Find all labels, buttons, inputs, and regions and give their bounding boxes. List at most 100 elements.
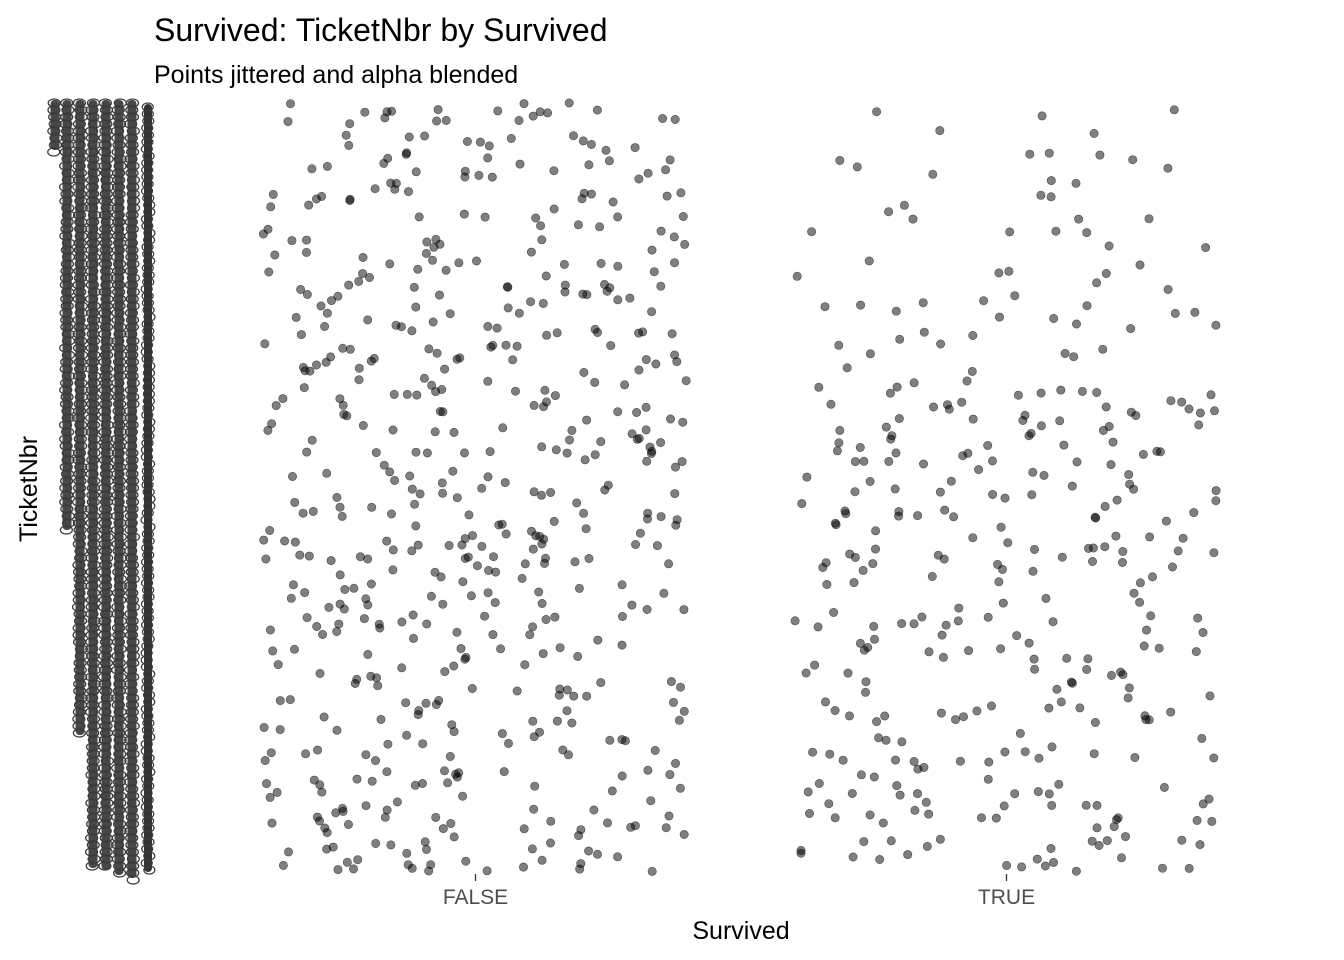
data-point	[1075, 703, 1085, 713]
y-tick-smear-glyph	[141, 109, 154, 119]
y-tick-smear-glyph	[87, 350, 101, 360]
data-point	[814, 778, 824, 788]
y-tick-smear-glyph	[85, 707, 99, 717]
data-point	[1090, 717, 1100, 727]
data-point	[579, 508, 589, 518]
y-tick-smear-glyph	[98, 357, 112, 367]
data-point	[405, 471, 415, 481]
y-tick-smear-glyph	[100, 182, 115, 192]
data-point	[1141, 715, 1151, 725]
data-point	[908, 214, 918, 224]
data-point	[918, 459, 928, 469]
y-tick-smear-glyph	[98, 329, 112, 339]
data-point	[1062, 653, 1072, 663]
data-point	[880, 711, 890, 721]
y-tick-smear-glyph	[72, 714, 86, 724]
data-point	[462, 137, 472, 147]
y-tick-smear-glyph	[99, 581, 113, 591]
data-point	[1087, 836, 1097, 846]
y-tick-smear-glyph	[99, 238, 113, 248]
y-tick-smear-glyph	[113, 161, 127, 171]
data-point	[317, 191, 327, 201]
data-point	[897, 737, 907, 747]
y-tick-smear-glyph	[142, 823, 155, 833]
data-point	[480, 212, 490, 222]
data-point	[1161, 516, 1171, 526]
data-point	[308, 506, 318, 516]
data-point	[259, 722, 269, 732]
y-tick-smear-glyph	[125, 588, 139, 598]
data-point	[617, 580, 627, 590]
y-tick-smear-glyph	[86, 420, 101, 430]
y-tick-smear-glyph	[97, 406, 112, 416]
data-point	[512, 686, 522, 696]
data-point	[843, 668, 853, 678]
data-point	[897, 619, 907, 629]
y-tick-smear-glyph	[113, 553, 128, 563]
data-point	[1209, 753, 1219, 763]
y-tick-smear-glyph	[140, 662, 154, 672]
data-point	[555, 643, 565, 653]
data-point	[913, 764, 923, 774]
y-tick-smear-glyph	[124, 546, 138, 556]
data-point	[343, 819, 353, 829]
y-tick-smear-glyph	[113, 826, 127, 836]
y-tick-smear-glyph	[73, 238, 87, 248]
y-tick-smear-glyph	[125, 476, 140, 486]
y-tick-smear-glyph	[85, 672, 99, 682]
y-tick-smear-glyph	[112, 280, 126, 290]
y-tick-smear-glyph	[112, 483, 126, 493]
data-point	[448, 466, 458, 476]
y-tick-smear-glyph	[125, 420, 139, 430]
data-point	[1089, 129, 1099, 139]
data-point	[540, 553, 550, 563]
y-tick-smear-glyph	[113, 770, 127, 780]
data-point	[613, 261, 623, 271]
y-tick-smear-glyph	[112, 567, 126, 577]
data-point	[824, 799, 834, 809]
data-point	[402, 848, 412, 858]
y-tick-smear-glyph	[85, 462, 99, 472]
data-point	[656, 438, 666, 448]
series-true	[790, 105, 1221, 876]
y-tick-smear-glyph	[111, 448, 125, 458]
y-tick-smear-glyph	[73, 532, 87, 542]
data-point	[1074, 214, 1084, 224]
data-point	[670, 758, 680, 768]
data-point	[1030, 664, 1040, 674]
data-point	[335, 502, 345, 512]
y-tick-smear-glyph	[87, 168, 101, 178]
data-point	[886, 836, 896, 846]
data-point	[1128, 155, 1138, 165]
y-tick-smear-glyph	[125, 112, 140, 122]
data-point	[528, 622, 538, 632]
y-tick-smear-glyph	[98, 539, 113, 549]
data-point	[899, 200, 909, 210]
y-tick-smear-glyph	[125, 567, 139, 577]
data-point	[530, 781, 540, 791]
y-tick-smear-glyph	[111, 133, 125, 143]
y-tick-smear-glyph	[141, 172, 154, 182]
data-point	[567, 425, 577, 435]
y-tick-smear-glyph	[85, 693, 99, 703]
data-point	[850, 457, 860, 467]
data-point	[361, 594, 371, 604]
y-tick-smear-glyph	[111, 665, 125, 675]
y-tick-smear-glyph	[125, 497, 140, 507]
y-tick-smear-glyph	[125, 315, 140, 325]
data-point	[656, 512, 666, 522]
y-tick-smear-glyph	[141, 830, 154, 840]
data-point	[881, 735, 891, 745]
data-point	[366, 671, 376, 681]
y-tick-smear-glyph	[140, 557, 154, 567]
y-tick-smear-glyph	[59, 147, 73, 157]
data-point	[432, 348, 442, 358]
data-point	[1010, 291, 1020, 301]
data-point	[999, 801, 1009, 811]
data-point	[567, 718, 577, 728]
y-tick-smear-glyph	[47, 105, 61, 115]
y-tick-smear-glyph	[86, 399, 100, 409]
data-point	[383, 739, 393, 749]
data-point	[392, 797, 402, 807]
